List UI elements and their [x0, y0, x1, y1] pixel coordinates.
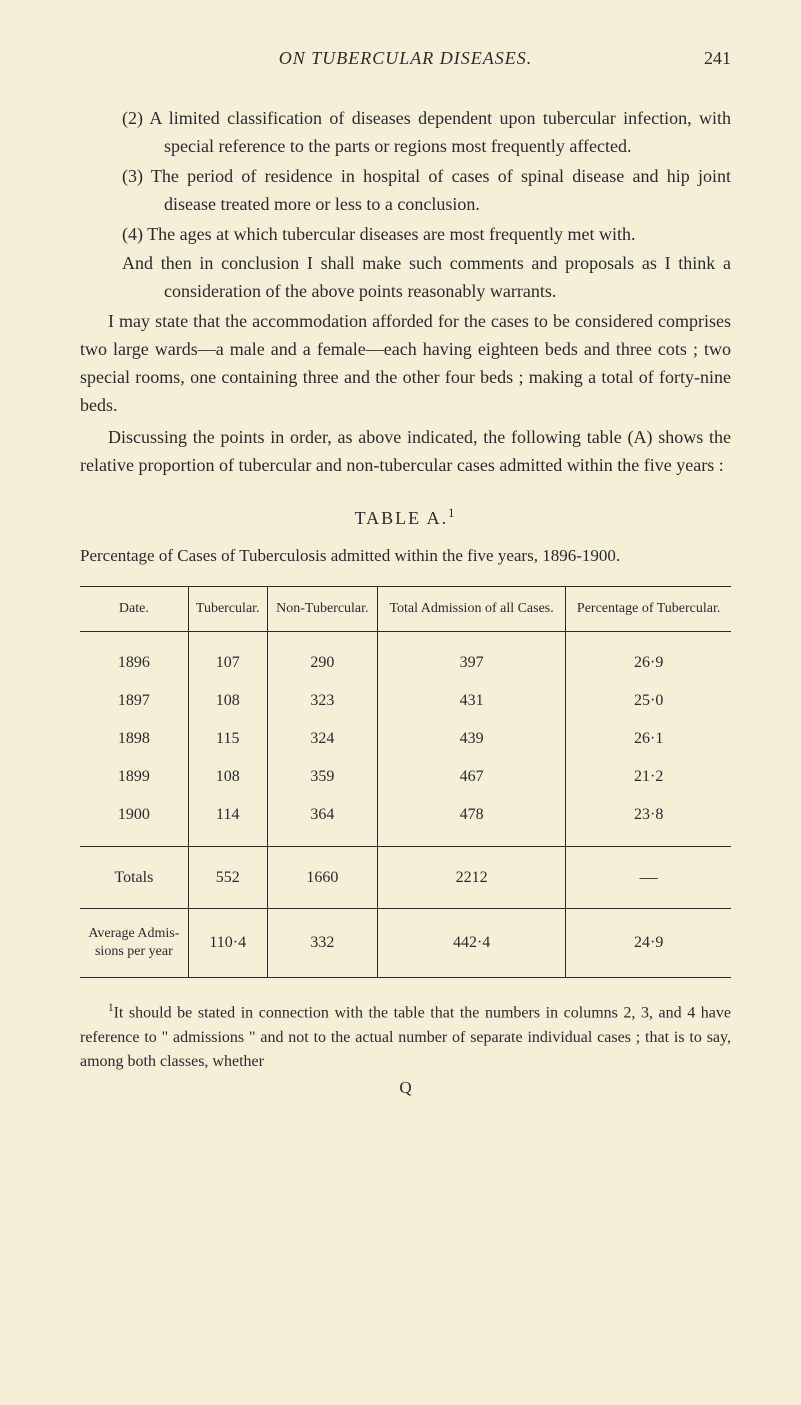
totals-label: Totals	[80, 847, 188, 909]
th-percentage: Percentage of Tubercular.	[566, 587, 731, 632]
table-title: TABLE A.1	[80, 506, 731, 529]
cell-date: 1896	[80, 632, 188, 683]
cell-tubercular: 115	[188, 720, 267, 758]
th-non-tubercular: Non-Tubercular.	[267, 587, 377, 632]
table-row: 1900 114 364 478 23·8	[80, 796, 731, 847]
cell-percentage: 21·2	[566, 758, 731, 796]
page-header: ON TUBERCULAR DISEASES. 241	[80, 48, 731, 69]
list-item-4: (4) The ages at which tubercular disease…	[80, 221, 731, 249]
cell-non-tubercular: 290	[267, 632, 377, 683]
average-row: Average Admis-sions per year 110·4 332 4…	[80, 909, 731, 978]
paragraph-2: Discussing the points in order, as above…	[80, 424, 731, 480]
cell-tubercular: 108	[188, 682, 267, 720]
list-item-2: (2) A limited classification of diseases…	[80, 105, 731, 161]
cell-total: 397	[377, 632, 565, 683]
th-tubercular: Tubercular.	[188, 587, 267, 632]
totals-total: 2212	[377, 847, 565, 909]
footnote-text: It should be stated in connection with t…	[80, 1005, 731, 1070]
table-body: 1896 107 290 397 26·9 1897 108 323 431 2…	[80, 632, 731, 978]
table-row: 1896 107 290 397 26·9	[80, 632, 731, 683]
totals-row: Totals 552 1660 2212 —	[80, 847, 731, 909]
cell-tubercular: 108	[188, 758, 267, 796]
page-number: 241	[704, 48, 731, 69]
table-row: 1898 115 324 439 26·1	[80, 720, 731, 758]
cell-non-tubercular: 364	[267, 796, 377, 847]
table-row: 1897 108 323 431 25·0	[80, 682, 731, 720]
th-total: Total Admission of all Cases.	[377, 587, 565, 632]
cell-date: 1900	[80, 796, 188, 847]
average-non-tubercular: 332	[267, 909, 377, 978]
average-label: Average Admis-sions per year	[80, 909, 188, 978]
list-item-3: (3) The period of residence in hospital …	[80, 163, 731, 219]
cell-non-tubercular: 324	[267, 720, 377, 758]
totals-non-tubercular: 1660	[267, 847, 377, 909]
average-tubercular: 110·4	[188, 909, 267, 978]
cell-total: 467	[377, 758, 565, 796]
list-item-and: And then in conclusion I shall make such…	[80, 250, 731, 306]
cell-non-tubercular: 359	[267, 758, 377, 796]
cell-tubercular: 114	[188, 796, 267, 847]
footnote: 1It should be stated in connection with …	[80, 1000, 731, 1073]
th-date: Date.	[80, 587, 188, 632]
cell-percentage: 26·9	[566, 632, 731, 683]
cell-date: 1897	[80, 682, 188, 720]
average-percentage: 24·9	[566, 909, 731, 978]
table-title-sup: 1	[448, 506, 456, 520]
cell-non-tubercular: 323	[267, 682, 377, 720]
data-table: Date. Tubercular. Non-Tubercular. Total …	[80, 586, 731, 978]
cell-percentage: 26·1	[566, 720, 731, 758]
cell-tubercular: 107	[188, 632, 267, 683]
signature-letter: Q	[80, 1078, 731, 1098]
paragraph-1: I may state that the accommodation affor…	[80, 308, 731, 420]
average-total: 442·4	[377, 909, 565, 978]
table-header-row: Date. Tubercular. Non-Tubercular. Total …	[80, 587, 731, 632]
cell-total: 478	[377, 796, 565, 847]
cell-total: 431	[377, 682, 565, 720]
cell-percentage: 23·8	[566, 796, 731, 847]
cell-total: 439	[377, 720, 565, 758]
totals-tubercular: 552	[188, 847, 267, 909]
cell-date: 1899	[80, 758, 188, 796]
running-title: ON TUBERCULAR DISEASES.	[279, 48, 532, 69]
cell-percentage: 25·0	[566, 682, 731, 720]
table-row: 1899 108 359 467 21·2	[80, 758, 731, 796]
cell-date: 1898	[80, 720, 188, 758]
totals-percentage: —	[566, 847, 731, 909]
table-caption: Percentage of Cases of Tuberculosis admi…	[80, 543, 731, 569]
table-title-text: TABLE A.	[355, 508, 449, 528]
